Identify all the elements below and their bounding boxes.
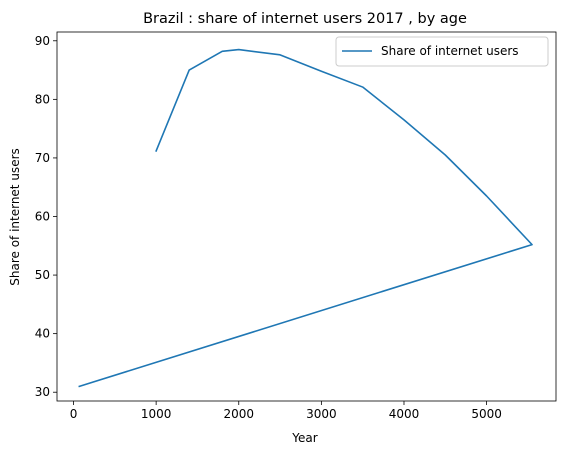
legend-box — [335, 36, 549, 67]
y-axis: 30 40 50 60 70 80 90 — [35, 34, 57, 399]
x-axis: 0 1000 2000 3000 4000 5000 — [70, 401, 502, 421]
y-tick-label: 90 — [35, 34, 50, 48]
x-tick-label: 1000 — [141, 407, 172, 421]
y-tick-label: 50 — [35, 268, 50, 282]
x-axis-label: Year — [291, 431, 317, 445]
y-tick-label: 40 — [35, 327, 50, 341]
legend-label: Share of internet users — [381, 44, 519, 58]
legend: Share of internet users — [335, 36, 549, 67]
x-tick-label: 4000 — [389, 407, 420, 421]
y-tick-label: 70 — [35, 151, 50, 165]
y-axis-label: Share of internet users — [8, 148, 22, 286]
y-tick-label: 80 — [35, 92, 50, 106]
x-tick-label: 3000 — [306, 407, 337, 421]
series-layer — [78, 48, 533, 388]
y-tick-label: 30 — [35, 385, 50, 399]
y-tick-label: 60 — [35, 210, 50, 224]
chart-title: Brazil : share of internet users 2017 , … — [143, 11, 467, 27]
x-tick-label: 0 — [70, 407, 78, 421]
x-tick-label: 2000 — [223, 407, 254, 421]
series-line-0 — [78, 48, 533, 388]
x-tick-label: 5000 — [471, 407, 502, 421]
